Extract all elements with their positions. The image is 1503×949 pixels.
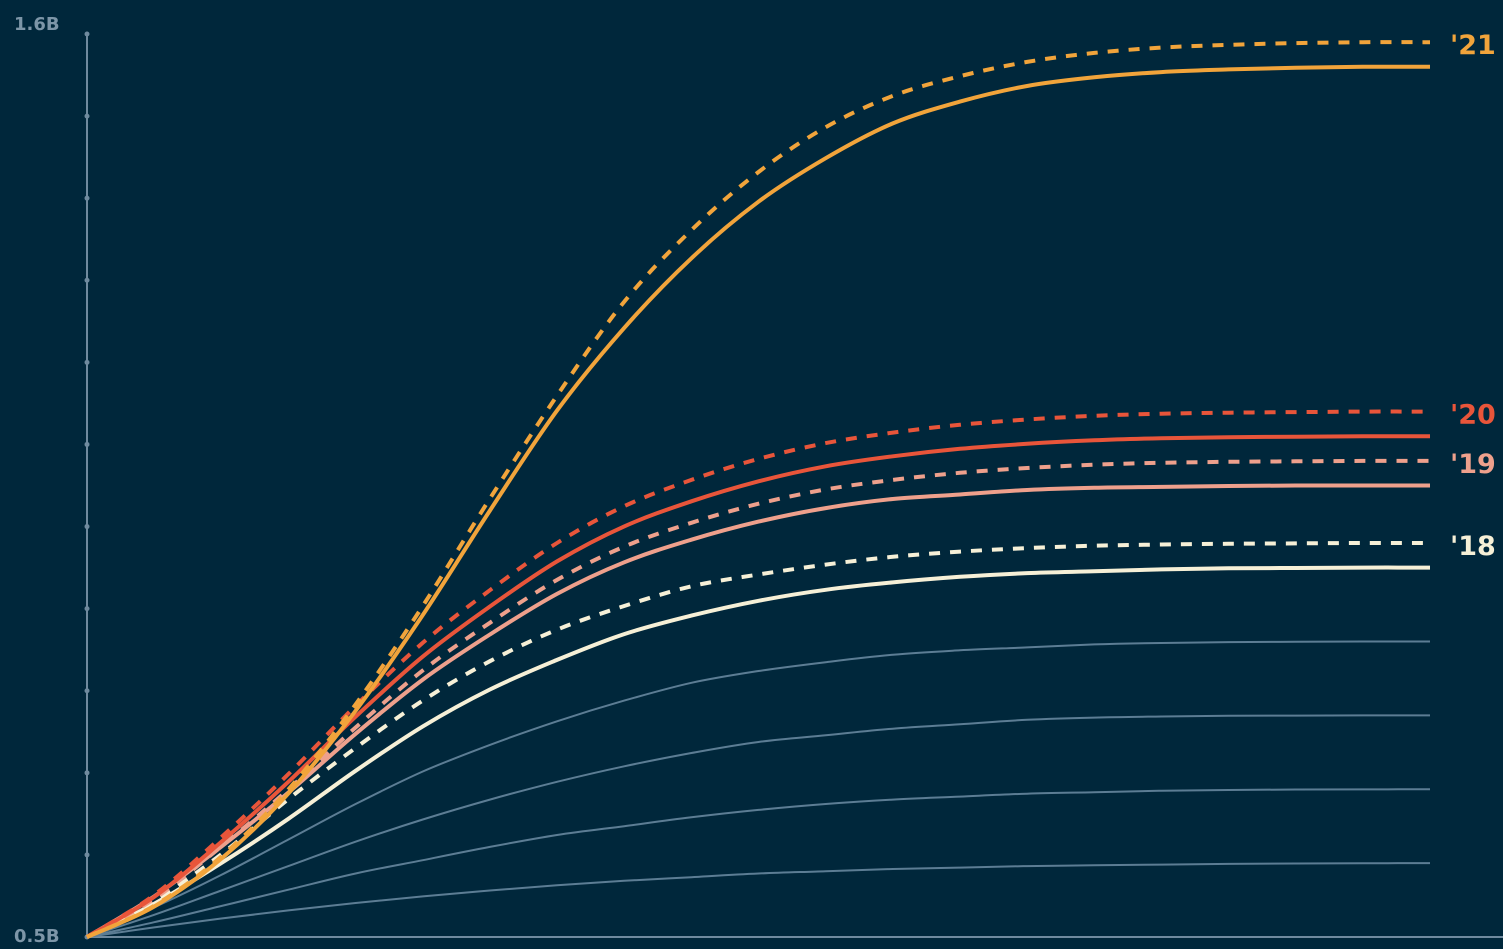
series-line-1 <box>86 788 1431 938</box>
series-line-0 <box>86 862 1431 938</box>
y-tick-dot <box>84 277 90 283</box>
series-label-9: '20 <box>1450 400 1496 431</box>
series-label-7: '19 <box>1450 449 1496 480</box>
series-line-8 <box>85 434 1430 939</box>
y-tick-dot <box>84 688 90 694</box>
series-line-4 <box>86 565 1431 939</box>
y-tick-dot <box>84 113 90 119</box>
y-tick-dot <box>84 31 90 37</box>
y-tick-dot <box>84 441 90 447</box>
y-axis-bottom-label: 0.5B <box>14 926 60 947</box>
series-labels: '18 '19 '20 '21 <box>1450 30 1496 562</box>
y-axis-top-label: 1.6B <box>14 14 60 35</box>
y-tick-dot <box>84 852 90 858</box>
series-line-6 <box>85 483 1430 939</box>
y-axis-ticks <box>84 31 90 940</box>
series-line-2 <box>86 714 1431 938</box>
series-line-10 <box>86 64 1431 939</box>
series-lines <box>85 40 1431 939</box>
series-line-11-dashed <box>86 40 1431 939</box>
y-tick-dot <box>84 606 90 612</box>
series-line-3 <box>86 640 1431 938</box>
y-tick-dot <box>84 359 90 365</box>
series-line-9-dashed <box>85 409 1431 939</box>
series-label-5: '18 <box>1450 531 1496 562</box>
y-tick-dot <box>84 524 90 530</box>
series-line-5-dashed <box>86 540 1431 939</box>
y-tick-dot <box>84 195 90 201</box>
series-label-11: '21 <box>1450 30 1496 61</box>
y-tick-dot <box>84 770 90 776</box>
